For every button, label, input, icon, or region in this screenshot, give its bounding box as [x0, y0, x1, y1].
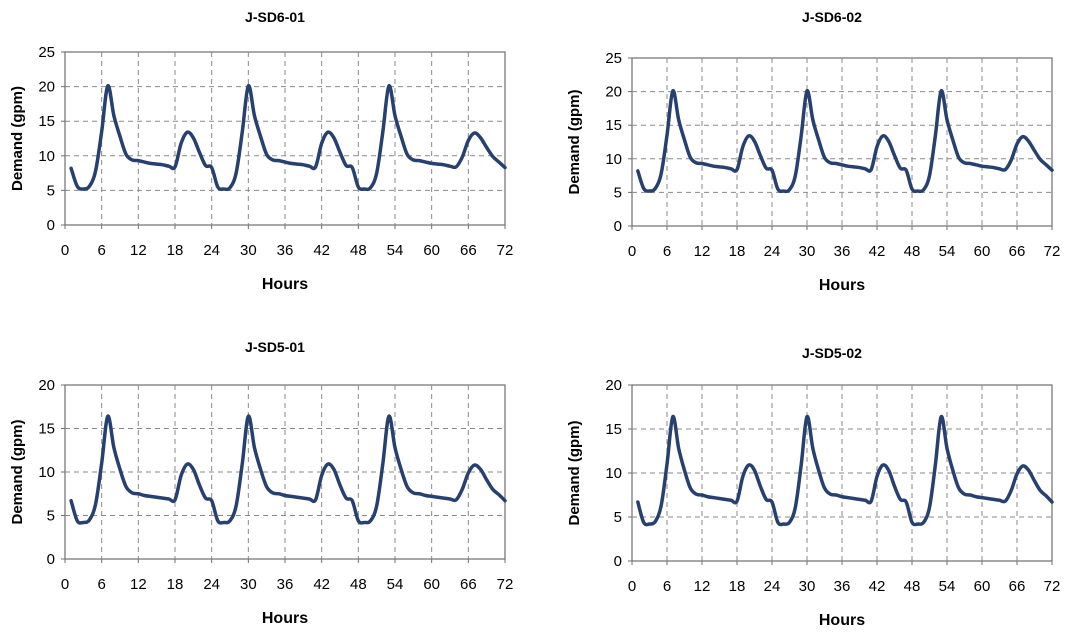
- chart-j-sd6-01: 0 6 12 18 24 30 36 42 48 54 60 66 72 0 5 10 15 20 25 J-SD6-…: [9, 9, 514, 293]
- y-tick-label: 5: [614, 509, 622, 526]
- y-tick-label: 15: [38, 421, 55, 438]
- y-tick-label: 0: [614, 553, 622, 570]
- x-tick-label: 66: [460, 242, 477, 259]
- y-tick-label: 20: [605, 84, 622, 101]
- x-tick-label: 36: [277, 242, 294, 259]
- chart-j-sd5-02: 0 6 12 18 24 30 36 42 48 54 60 66 72 0 5 10 15 20 J-SD5-02…: [566, 345, 1061, 629]
- x-tick-label: 30: [799, 243, 816, 260]
- y-axis-label: Demand (gpm): [566, 89, 583, 194]
- chart-panel-j-sd5-02: 0 6 12 18 24 30 36 42 48 54 60 66 72 0 5 10 15 20 J-SD5-02…: [555, 330, 1071, 632]
- chart-panel-j-sd5-01: 0 6 12 18 24 30 36 42 48 54 60 66 72 0 5 10 15 20 J-SD5-01…: [0, 330, 530, 632]
- x-tick-label: 24: [764, 243, 781, 260]
- x-tick-label: 60: [974, 243, 991, 260]
- y-tick-label: 10: [38, 464, 55, 481]
- x-axis-label: Hours: [262, 610, 308, 627]
- y-tick-label: 25: [605, 50, 622, 67]
- x-axis-label: Hours: [819, 612, 865, 629]
- x-tick-label: 24: [203, 576, 220, 593]
- x-tick-label: 6: [97, 576, 105, 593]
- y-tick-label: 10: [38, 148, 55, 165]
- x-axis-label: Hours: [262, 276, 308, 293]
- y-tick-label: 0: [47, 551, 55, 568]
- x-tick-label: 48: [904, 578, 921, 595]
- chart-j-sd5-01: 0 6 12 18 24 30 36 42 48 54 60 66 72 0 5 10 15 20 J-SD5-01…: [9, 339, 514, 627]
- x-tick-label: 48: [904, 243, 921, 260]
- x-tick-label: 60: [423, 242, 440, 259]
- x-tick-label: 12: [694, 578, 711, 595]
- x-tick-label: 42: [869, 243, 886, 260]
- demand-series-line: [69, 414, 507, 525]
- x-tick-label: 0: [628, 243, 636, 260]
- y-tick-label: 10: [605, 465, 622, 482]
- x-tick-label: 54: [939, 243, 956, 260]
- x-tick-label: 54: [387, 242, 404, 259]
- x-tick-label: 36: [277, 576, 294, 593]
- x-tick-label: 54: [939, 578, 956, 595]
- y-axis-label: Demand (gpm): [9, 419, 26, 524]
- y-tick-label: 5: [614, 184, 622, 201]
- chart-title: J-SD5-01: [245, 339, 305, 355]
- x-tick-label: 30: [240, 576, 257, 593]
- y-tick-label: 5: [47, 182, 55, 199]
- x-tick-label: 18: [729, 243, 746, 260]
- y-tick-label: 15: [38, 113, 55, 130]
- chart-panel-j-sd6-01: 0 6 12 18 24 30 36 42 48 54 60 66 72 0 5 10 15 20 25 J-SD6-…: [0, 0, 530, 300]
- x-tick-label: 6: [663, 578, 671, 595]
- y-tick-label: 20: [605, 377, 622, 394]
- y-tick-label: 0: [47, 217, 55, 234]
- chart-title: J-SD6-02: [802, 9, 862, 25]
- x-tick-label: 18: [167, 242, 184, 259]
- x-tick-label: 30: [799, 578, 816, 595]
- x-tick-label: 30: [240, 242, 257, 259]
- y-tick-label: 5: [47, 508, 55, 525]
- x-tick-label: 0: [628, 578, 636, 595]
- x-tick-label: 72: [497, 576, 514, 593]
- y-tick-label: 20: [38, 377, 55, 394]
- y-tick-label: 15: [605, 421, 622, 438]
- demand-series-line: [69, 84, 507, 192]
- x-tick-label: 72: [497, 242, 514, 259]
- x-tick-label: 42: [313, 242, 330, 259]
- x-tick-label: 48: [350, 576, 367, 593]
- chart-title: J-SD5-02: [802, 345, 862, 361]
- x-axis-label: Hours: [819, 277, 865, 294]
- x-tick-label: 42: [313, 576, 330, 593]
- x-tick-label: 12: [694, 243, 711, 260]
- chart-title: J-SD6-01: [245, 9, 305, 25]
- x-tick-label: 6: [663, 243, 671, 260]
- x-tick-label: 54: [387, 576, 404, 593]
- demand-series-line: [636, 89, 1054, 194]
- y-axis-label: Demand (gpm): [9, 86, 26, 191]
- x-tick-label: 6: [97, 242, 105, 259]
- y-tick-label: 25: [38, 44, 55, 61]
- x-tick-label: 24: [203, 242, 220, 259]
- x-tick-label: 0: [61, 242, 69, 259]
- x-tick-label: 48: [350, 242, 367, 259]
- x-tick-label: 66: [1009, 578, 1026, 595]
- demand-series-line: [636, 414, 1054, 527]
- x-tick-label: 12: [130, 576, 147, 593]
- x-tick-label: 0: [61, 576, 69, 593]
- x-tick-label: 60: [974, 578, 991, 595]
- x-tick-label: 60: [423, 576, 440, 593]
- y-axis-label: Demand (gpm): [566, 420, 583, 525]
- x-tick-label: 12: [130, 242, 147, 259]
- y-tick-label: 0: [614, 218, 622, 235]
- x-tick-label: 36: [834, 578, 851, 595]
- x-tick-label: 24: [764, 578, 781, 595]
- chart-panel-j-sd6-02: 0 6 12 18 24 30 36 42 48 54 60 66 72 0 5 10 15 20 25 J-SD6-…: [555, 0, 1071, 300]
- y-tick-label: 10: [605, 151, 622, 168]
- x-tick-label: 72: [1044, 578, 1061, 595]
- x-tick-label: 18: [729, 578, 746, 595]
- y-tick-label: 15: [605, 117, 622, 134]
- chart-j-sd6-02: 0 6 12 18 24 30 36 42 48 54 60 66 72 0 5 10 15 20 25 J-SD6-…: [566, 9, 1061, 294]
- x-tick-label: 72: [1044, 243, 1061, 260]
- x-tick-label: 66: [460, 576, 477, 593]
- x-tick-label: 42: [869, 578, 886, 595]
- y-tick-label: 20: [38, 79, 55, 96]
- x-tick-label: 18: [167, 576, 184, 593]
- x-tick-label: 66: [1009, 243, 1026, 260]
- x-tick-label: 36: [834, 243, 851, 260]
